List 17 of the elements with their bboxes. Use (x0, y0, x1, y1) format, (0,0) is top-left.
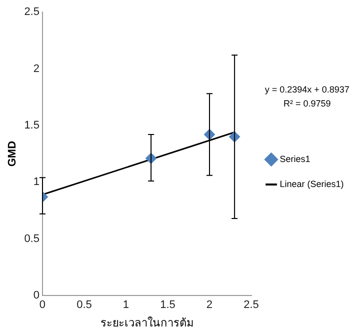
legend-label: Linear (Series1) (280, 178, 344, 189)
y-tick-label: 2.5 (24, 6, 40, 18)
x-tick-label: 1.5 (160, 299, 176, 312)
y-tick-label: 2 (33, 62, 40, 75)
y-tick-label: 1.5 (24, 119, 40, 132)
y-tick-label: 0.5 (24, 232, 40, 245)
y-tick-label: 0 (33, 290, 40, 302)
x-tick-label: 1 (122, 299, 130, 312)
text: R² = 0.9759 (283, 98, 331, 108)
x-tick-label: 2 (206, 299, 213, 312)
x-axis-title: ระยะเวลาในการต้ม (100, 316, 194, 330)
y-axis-title: GMD (6, 140, 19, 167)
x-tick-label: 0.5 (76, 299, 92, 312)
legend-label: Series1 (280, 154, 310, 164)
text: y = 0.2394x + 0.8937 (264, 84, 350, 94)
y-tick-label: 1 (33, 176, 40, 188)
x-tick-label: 2.5 (244, 299, 259, 312)
